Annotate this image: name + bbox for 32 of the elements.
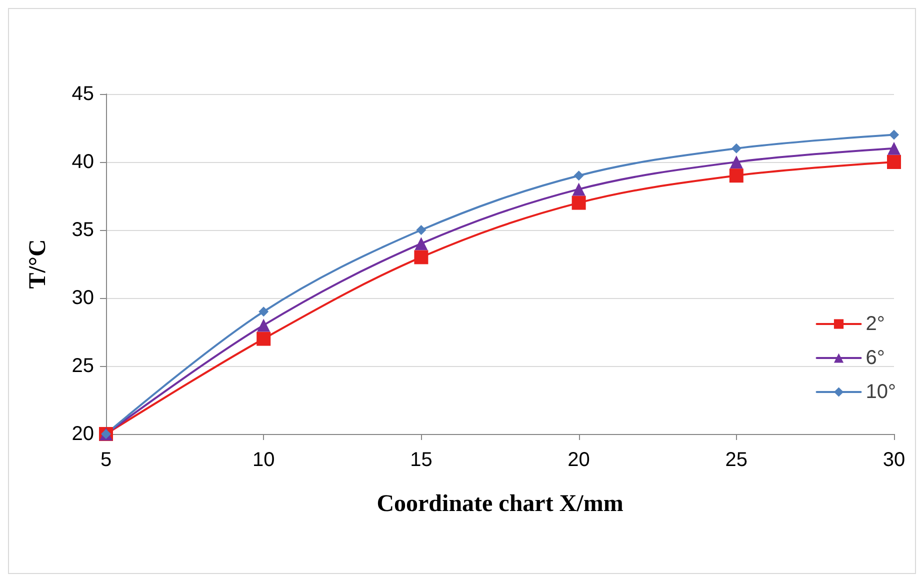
- point: [572, 182, 586, 196]
- y-tick-label: 30: [72, 287, 94, 309]
- y-tick-label: 20: [72, 423, 94, 445]
- x-tick-label: 15: [410, 449, 432, 471]
- x-axis-title: Coordinate chart X/mm: [376, 491, 624, 517]
- y-axis-title: T/°C: [25, 239, 51, 289]
- x-tick-label: 30: [882, 449, 906, 471]
- point: [889, 130, 899, 140]
- x-tick-label: 20: [568, 449, 590, 471]
- y-tick-label: 35: [72, 219, 94, 241]
- point: [256, 332, 271, 346]
- y-tick-label: 25: [72, 355, 94, 377]
- point: [258, 306, 269, 317]
- legend-label: 10°: [866, 381, 896, 403]
- legend-label: 2°: [866, 313, 885, 335]
- point: [416, 225, 426, 235]
- point: [414, 250, 428, 264]
- legend-label: 6°: [866, 347, 885, 369]
- x-tick-label: 5: [100, 449, 112, 471]
- point: [257, 318, 270, 332]
- point: [888, 142, 900, 155]
- x-tick-label: 25: [725, 449, 748, 471]
- point: [574, 170, 584, 181]
- y-tick-label: 45: [72, 83, 94, 105]
- y-tick-label: 40: [72, 151, 94, 173]
- point: [730, 156, 743, 168]
- x-tick-label: 10: [252, 449, 275, 471]
- point: [731, 143, 742, 154]
- point: [414, 237, 428, 250]
- point: [729, 168, 744, 183]
- point: [887, 155, 901, 169]
- point: [572, 196, 586, 210]
